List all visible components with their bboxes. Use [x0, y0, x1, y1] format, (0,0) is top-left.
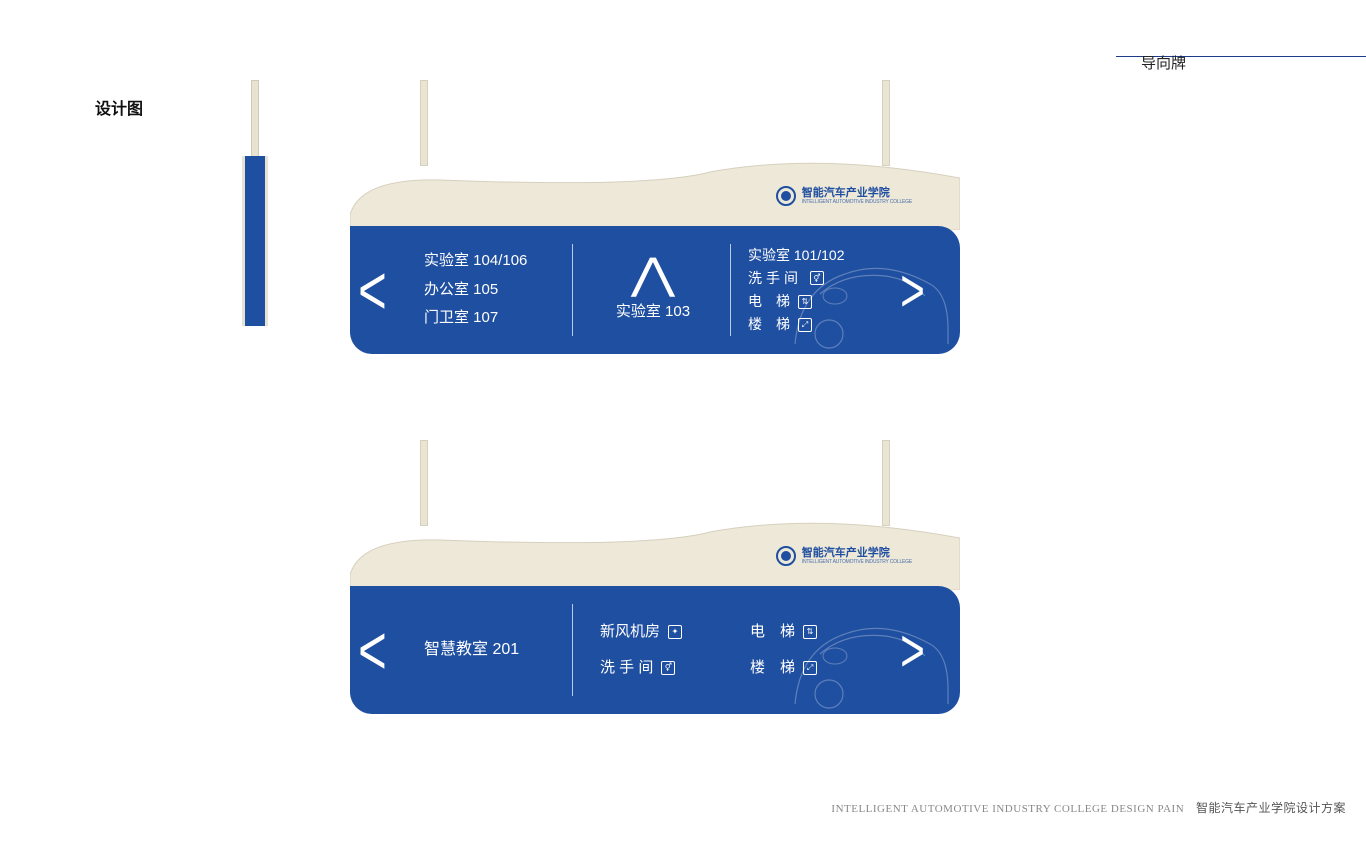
- sign-top-wave: 智能汽车产业学院 INTELLIGENT AUTOMOTIVE INDUSTRY…: [350, 520, 960, 590]
- hanger-rod-left: [420, 80, 428, 166]
- side-profile-body: [242, 156, 268, 326]
- directional-sign-1: 智能汽车产业学院 INTELLIGENT AUTOMOTIVE INDUSTRY…: [350, 80, 960, 354]
- college-logo: 智能汽车产业学院 INTELLIGENT AUTOMOTIVE INDUSTRY…: [776, 546, 912, 566]
- logo-text-en: INTELLIGENT AUTOMOTIVE INDUSTRY COLLEGE: [802, 200, 912, 205]
- arrow-right-icon: >: [900, 256, 925, 325]
- sign-panel: < 实验室 104/106 办公室 105 门卫室 107 ⋀ 实验室 103 …: [350, 226, 960, 354]
- elevator-icon: ⇅: [803, 625, 817, 639]
- divider: [572, 244, 573, 336]
- sign-side-profile: [242, 80, 268, 330]
- footer-en: INTELLIGENT AUTOMOTIVE INDUSTRY COLLEGE …: [831, 803, 1184, 815]
- logo-text-en: INTELLIGENT AUTOMOTIVE INDUSTRY COLLEGE: [802, 560, 912, 565]
- page-section-title: 导向牌: [1141, 52, 1186, 73]
- dest-item: 办公室 105: [424, 276, 527, 305]
- right-destinations: 实验室 101/102 洗手间⚥ 电 梯⇅ 楼 梯⤢: [748, 226, 845, 354]
- arrow-up-icon: ⋀: [631, 257, 675, 292]
- dest-item: 实验室 101/102: [748, 244, 845, 267]
- dest-item: 楼 梯⤢: [750, 650, 817, 686]
- panel-arrow-tip: [350, 598, 356, 702]
- mid-destinations: 新风机房✦ 洗 手 间⚥: [600, 586, 682, 714]
- footer: INTELLIGENT AUTOMOTIVE INDUSTRY COLLEGE …: [831, 799, 1346, 816]
- fan-icon: ✦: [668, 625, 682, 639]
- divider: [572, 604, 573, 696]
- logo-text-cn: 智能汽车产业学院: [802, 547, 912, 559]
- dest-item: 楼 梯⤢: [748, 313, 845, 336]
- logo-text-cn: 智能汽车产业学院: [802, 187, 912, 199]
- hanger-rod-right: [882, 80, 890, 166]
- dest-item: 电 梯⇅: [748, 290, 845, 313]
- hanger-rods: [350, 80, 960, 160]
- hanger-rod-right: [882, 440, 890, 526]
- dest-item: 洗 手 间⚥: [600, 650, 682, 686]
- arrow-right-icon: >: [900, 616, 925, 685]
- logo-icon: [776, 546, 796, 566]
- sign-top-wave: 智能汽车产业学院 INTELLIGENT AUTOMOTIVE INDUSTRY…: [350, 160, 960, 230]
- side-profile-rod: [251, 80, 259, 160]
- left-destinations: 实验室 104/106 办公室 105 门卫室 107: [424, 226, 527, 354]
- wc-icon: ⚥: [810, 271, 824, 285]
- college-logo: 智能汽车产业学院 INTELLIGENT AUTOMOTIVE INDUSTRY…: [776, 186, 912, 206]
- dest-item: 电 梯⇅: [750, 614, 817, 650]
- design-label: 设计图: [95, 95, 143, 119]
- dest-item: 门卫室 107: [424, 304, 527, 333]
- logo-icon: [776, 186, 796, 206]
- panel-arrow-tip: [350, 238, 356, 342]
- dest-item: 新风机房✦: [600, 614, 682, 650]
- divider: [730, 244, 731, 336]
- wc-icon: ⚥: [661, 661, 675, 675]
- dest-item: 实验室 104/106: [424, 247, 527, 276]
- directional-sign-2: 智能汽车产业学院 INTELLIGENT AUTOMOTIVE INDUSTRY…: [350, 440, 960, 714]
- dest-item: 智慧教室 201: [424, 635, 519, 665]
- footer-cn: 智能汽车产业学院设计方案: [1196, 801, 1346, 815]
- dest-item: 洗手间⚥: [748, 267, 845, 290]
- dest-item: 实验室 103: [616, 298, 690, 327]
- elevator-icon: ⇅: [798, 295, 812, 309]
- sign-panel: < 智慧教室 201 新风机房✦ 洗 手 间⚥ 电 梯⇅ 楼 梯⤢ >: [350, 586, 960, 714]
- stairs-icon: ⤢: [798, 318, 812, 332]
- hanger-rod-left: [420, 440, 428, 526]
- stairs-icon: ⤢: [803, 661, 817, 675]
- left-destinations: 智慧教室 201: [424, 586, 519, 714]
- arrow-left-icon: <: [358, 610, 387, 690]
- hanger-rods: [350, 440, 960, 520]
- right-destinations: 电 梯⇅ 楼 梯⤢: [750, 586, 817, 714]
- arrow-left-icon: <: [358, 250, 387, 330]
- forward-destination: ⋀ 实验室 103: [588, 226, 718, 354]
